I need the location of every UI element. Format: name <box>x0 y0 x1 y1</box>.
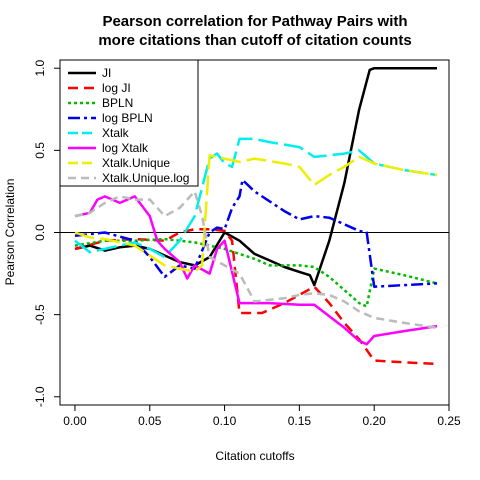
x-axis: 0.00 0.05 0.10 0.15 0.20 0.25 <box>63 405 461 428</box>
chart-title-line-1: Pearson correlation for Pathway Pairs wi… <box>102 13 407 30</box>
x-tick-label: 0.25 <box>437 414 461 428</box>
y-tick-label: 0.5 <box>33 142 47 159</box>
y-tick-label: -1.0 <box>33 386 47 407</box>
legend-label: Xtalk <box>102 126 130 140</box>
x-tick-label: 0.15 <box>288 414 312 428</box>
legend-label: JI <box>102 66 111 80</box>
series-line-6 <box>74 154 438 274</box>
series-layer <box>60 66 449 366</box>
series-line-0 <box>74 66 437 287</box>
series-line-7 <box>74 190 438 330</box>
legend-label: Xtalk.Unique <box>102 156 170 170</box>
series-line-2 <box>74 237 438 308</box>
y-axis: -1.0 -0.5 0.0 0.5 1.0 <box>33 60 60 407</box>
legend-box <box>59 59 199 187</box>
x-tick-label: 0.00 <box>63 414 87 428</box>
legend-label: Xtalk.Unique.log <box>102 171 189 185</box>
y-tick-label: 1.0 <box>33 60 47 77</box>
x-axis-label: Citation cutoffs <box>215 449 294 463</box>
chart-title-line-2: more citations than cutoff of citation c… <box>98 32 411 49</box>
x-tick-label: 0.20 <box>363 414 387 428</box>
series-line-1 <box>74 227 438 366</box>
y-tick-label: -0.5 <box>33 304 47 325</box>
legend-label: log Xtalk <box>102 141 149 155</box>
legend-label: log JI <box>102 81 131 95</box>
legend-label: log BPLN <box>102 111 153 125</box>
series-line-3 <box>74 178 438 288</box>
legend-label: BPLN <box>102 96 133 110</box>
series-line-5 <box>74 195 438 346</box>
series-line-4 <box>74 137 438 259</box>
x-tick-label: 0.05 <box>138 414 162 428</box>
x-tick-label: 0.10 <box>213 414 237 428</box>
y-tick-label: 0.0 <box>33 224 47 241</box>
y-axis-label: Pearson Correlation <box>3 179 17 286</box>
